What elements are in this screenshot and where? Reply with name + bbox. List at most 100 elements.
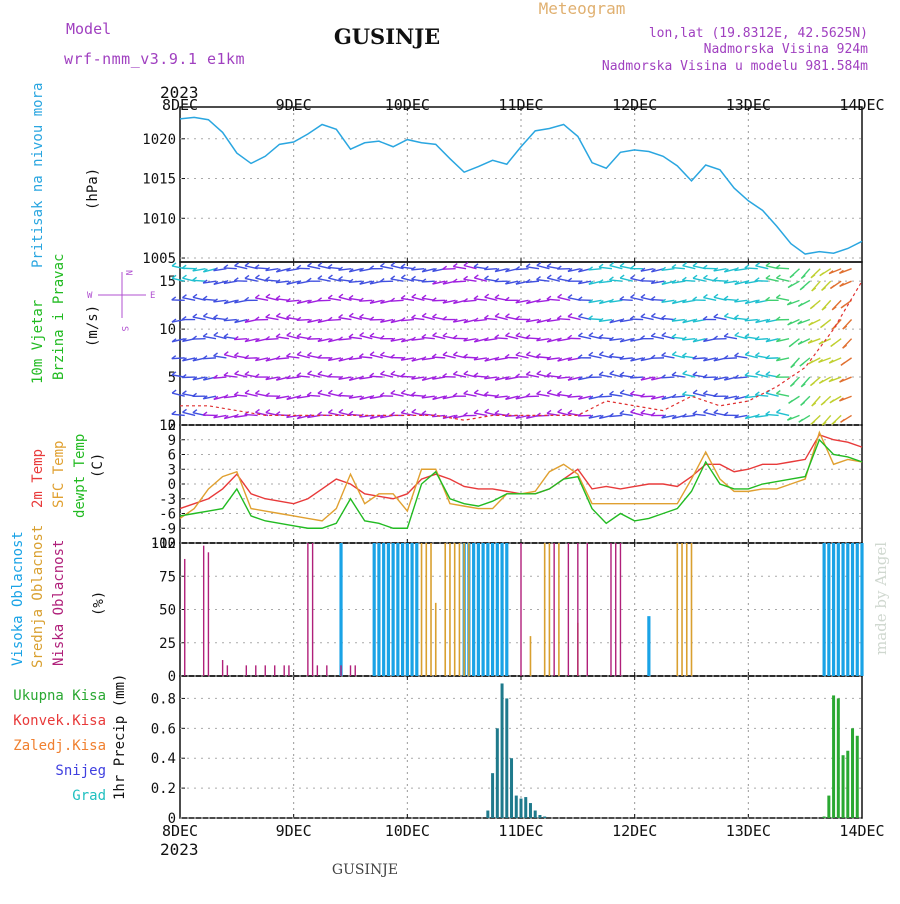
y-tick-label: 9 <box>168 433 176 449</box>
wind-barb-flag <box>318 390 322 393</box>
wind-barb <box>589 319 602 320</box>
wind-barb <box>464 357 477 358</box>
wind-barb-flag <box>682 392 686 395</box>
wind-barb-flag <box>370 333 374 336</box>
model-name: wrf-nmm_v3.9.1 e1km <box>64 50 245 68</box>
x-tick-label-bottom: 12DEC <box>612 822 657 840</box>
cloud-bar <box>568 543 569 676</box>
wind-barb-flag <box>714 294 718 297</box>
wind-barb-flag <box>328 275 332 278</box>
wind-barb-flag <box>412 409 416 412</box>
wind-barb-flag <box>380 371 384 374</box>
cloud-bar <box>482 543 485 676</box>
y-tick-label: 0.4 <box>151 751 176 767</box>
wind-barb-flag <box>318 276 322 279</box>
precip-panel-labels: Ukupna Kisa Konvek.Kisa Zaledj.Kisa Snij… <box>13 674 128 804</box>
compass-n: N <box>123 270 133 275</box>
cloud-bar <box>610 543 611 676</box>
cloud-bar <box>382 543 385 676</box>
wind-barb-flag <box>537 263 541 266</box>
wind-barb-flag <box>735 353 739 356</box>
wind-barb-flag <box>776 295 780 298</box>
wind-barb-flag <box>318 263 322 266</box>
temp-label-3: dewpt Temp <box>72 434 88 518</box>
cloud-bar <box>415 543 418 676</box>
wind-barb-flag <box>339 315 343 318</box>
cloud-bar <box>505 543 508 676</box>
y-tick-label: 0 <box>168 811 176 827</box>
cloud-bar <box>435 603 437 676</box>
wind-barb-flag <box>245 275 249 278</box>
wind-barb-flag <box>683 371 687 374</box>
wind-barb-flag <box>831 343 835 346</box>
wind-barb-flag <box>755 353 759 356</box>
wind-barb-flag <box>620 263 624 266</box>
wind-barb-flag <box>557 391 561 394</box>
precip-bar <box>534 811 537 818</box>
wind-barb-flag <box>641 294 645 297</box>
y-tick-label: 12 <box>159 418 176 434</box>
wind-barb-flag <box>766 263 770 266</box>
wind-barb-flag <box>631 294 635 297</box>
wind-barb-flag <box>370 352 374 355</box>
precip-bar <box>515 796 518 818</box>
cloud-label-high: Visoka Oblacnost <box>10 531 26 666</box>
wind-barb-flag <box>547 263 551 266</box>
cloud-bar <box>222 660 223 676</box>
precip-bar <box>505 698 508 818</box>
wind-barb-flag <box>641 314 645 317</box>
wind-barb-flag <box>589 333 593 336</box>
cloud-bar <box>530 636 532 676</box>
wind-barb-flag <box>193 294 197 297</box>
cloud-bar <box>340 665 341 676</box>
compass-w: W <box>87 291 93 301</box>
wind-barb-flag <box>297 352 301 355</box>
y-tick-label: 10 <box>159 322 176 338</box>
cloud-bar <box>459 543 461 676</box>
wind-barb-flag <box>841 362 845 365</box>
wind-barb-flag <box>391 276 395 279</box>
cloud-label-low: Niska Oblacnost <box>51 540 67 666</box>
wind-barb-flag <box>474 275 478 278</box>
wind-barb-flag <box>359 314 363 317</box>
wind-barb-flag <box>547 410 551 413</box>
precip-bar <box>529 803 532 818</box>
precip-bar <box>510 758 513 818</box>
cloud-bar <box>468 543 470 676</box>
wind-barb-flag <box>245 372 249 375</box>
cloud-bar <box>486 543 489 676</box>
cloud-bar <box>496 543 499 676</box>
wind-barb-flag <box>266 314 270 317</box>
legend-conv: Konvek.Kisa <box>13 713 106 729</box>
wind-barb-flag <box>380 263 384 266</box>
wind-barb-flag <box>620 275 624 278</box>
wind-barb <box>776 268 789 269</box>
y-tick-label: 0.2 <box>151 781 176 797</box>
wind-barb-flag <box>474 264 478 267</box>
precip-bar <box>837 698 840 818</box>
wind-barb-flag <box>841 305 845 308</box>
wind-barb-flag <box>693 390 697 393</box>
wind-barb-flag <box>245 263 249 266</box>
wind-barb-flag <box>183 409 187 412</box>
wind-barb-flag <box>172 390 176 393</box>
cloud-bar <box>846 543 849 676</box>
wind-barb <box>620 300 633 301</box>
wind-barb-flag <box>610 391 614 394</box>
panel-frame-pressure <box>180 107 862 262</box>
cloud-panel-labels: Visoka Oblacnost Srednja Oblacnost Niska… <box>10 525 107 668</box>
wind-barb-flag <box>558 409 562 412</box>
wind-barb-flag <box>610 263 614 266</box>
y-tick-label: 50 <box>159 603 176 619</box>
cloud-bar <box>406 543 409 676</box>
pressure-unit: (hPa) <box>85 168 101 210</box>
wind-label-2: Brzina i Pravac <box>51 254 67 380</box>
cloud-bar <box>615 543 616 676</box>
wind-barb-flag <box>776 275 780 278</box>
wind-barb-flag <box>610 371 614 374</box>
temp-line-2 <box>180 440 862 529</box>
wind-barb-flag <box>214 332 218 335</box>
cloud-bar <box>691 543 693 676</box>
wind-barb-flag <box>214 353 218 356</box>
wind-barb-flag <box>203 313 207 316</box>
